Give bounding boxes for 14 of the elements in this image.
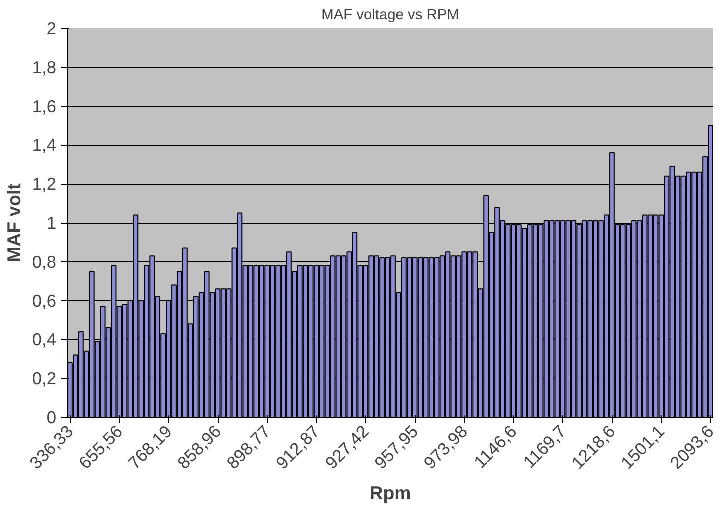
y-tick-label: 2 [46, 18, 57, 38]
y-tick-label: 0,8 [32, 252, 57, 272]
y-tick-label: 0,2 [32, 368, 57, 389]
y-tick-label: 0 [46, 408, 57, 428]
y-tick-label: 0,4 [32, 330, 57, 350]
y-tick-label: 0,6 [32, 290, 57, 311]
chart-title: MAF voltage vs RPM [322, 8, 460, 24]
y-tick-label: 1,2 [32, 174, 57, 194]
y-tick-label: 1,8 [32, 57, 57, 78]
y-tick-label: 1 [46, 213, 57, 233]
y-tick-label: 1,6 [32, 96, 57, 116]
x-axis-title: Rpm [370, 482, 412, 504]
y-tick-label: 1,4 [32, 135, 57, 156]
y-axis-title: MAF volt [3, 184, 24, 262]
